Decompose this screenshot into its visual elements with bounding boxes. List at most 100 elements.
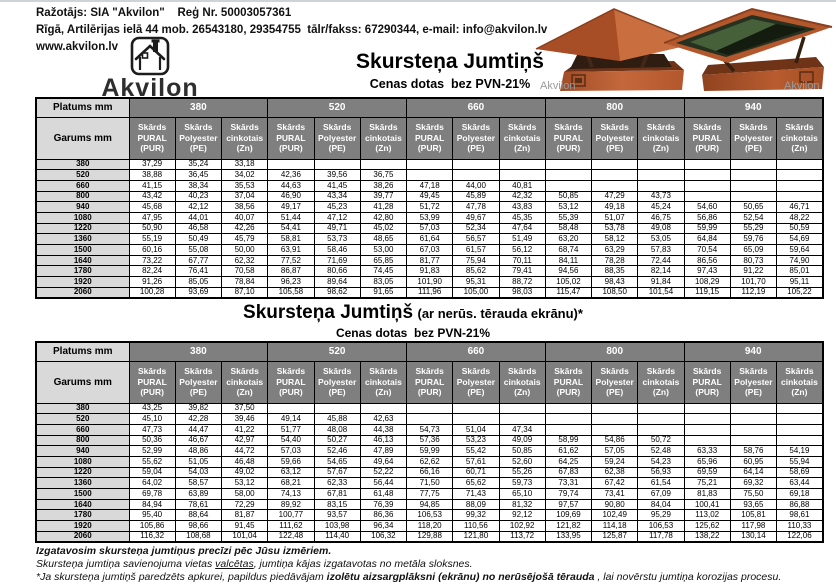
price-disclaimer: Cenas dotas bez PVN-21%	[369, 77, 531, 91]
price-cell: 108,68	[174, 530, 223, 543]
price-cell: 38,56	[220, 201, 269, 213]
material-header: Skārds Polyester (PE)	[729, 116, 778, 160]
table-row: 1360 64,02 58,57 53,12 68,21 62,33 56,44 71,50 6…	[35, 477, 824, 489]
price-cell: 39,77	[359, 190, 408, 203]
price-cell	[406, 413, 454, 425]
price-cell	[591, 179, 639, 192]
price-cell: 93,69	[174, 286, 223, 299]
price-cell: 100,77	[267, 509, 315, 522]
price-cell: 59,66	[267, 455, 315, 468]
material-header: Skārds PURAL (PUR)	[267, 116, 315, 160]
price-cell: 105,58	[267, 286, 315, 299]
material-header: Skārds Polyester (PE)	[729, 360, 778, 404]
price-cell: 115,47	[544, 286, 593, 299]
price-cell	[498, 158, 546, 171]
price-cell: 45,89	[452, 190, 500, 203]
price-cell: 87,10	[220, 286, 269, 299]
price-cell: 91,83	[406, 265, 454, 278]
price-cell: 65,85	[359, 254, 408, 267]
material-header: Skārds PURAL (PUR)	[683, 116, 731, 160]
price-cell	[452, 402, 500, 415]
price-cell: 49,67	[452, 211, 500, 224]
photo-watermark: Akvilon	[540, 80, 575, 92]
website-text: www.akvilon.lv	[36, 41, 119, 53]
price-cell: 112,19	[729, 286, 778, 299]
table-row: 1780 95,40 88,64 81,87 100,77 93,57 86,36 106,5…	[35, 509, 824, 522]
table-row: 660 47,73 44,47 41,22 51,77 48,08 44,38 54,73 51…	[35, 423, 824, 436]
platums-header: Platums mm	[35, 341, 130, 362]
price-cell: 100,41	[683, 498, 731, 511]
price-cell	[776, 423, 824, 436]
price-cell: 98,43	[591, 276, 639, 288]
price-cell: 45,79	[220, 233, 269, 245]
price-cell	[776, 413, 824, 425]
price-cell: 70,58	[220, 265, 269, 278]
price-cell: 38,34	[174, 179, 223, 192]
price-cell: 106,53	[637, 520, 685, 532]
length-cell: 1920	[35, 276, 130, 288]
width-header: 940	[683, 97, 824, 118]
title-block-2: Skursteņa Jumtiņš (ar nerūs. tērauda ekr…	[0, 302, 826, 340]
price-cell: 54,86	[591, 434, 639, 447]
price-cell	[591, 158, 639, 171]
price-cell: 49,02	[220, 466, 269, 479]
price-cell	[544, 423, 593, 436]
price-cell: 49,45	[406, 190, 454, 203]
price-cell: 118,20	[406, 520, 454, 532]
price-cell	[591, 413, 639, 425]
price-cell	[359, 402, 408, 415]
material-header: Skārds PURAL (PUR)	[683, 360, 731, 404]
length-cell: 1920	[35, 520, 130, 532]
price-cell	[729, 169, 778, 181]
price-cell	[683, 402, 731, 415]
length-cell: 940	[35, 445, 130, 457]
price-cell: 42,12	[174, 201, 223, 213]
price-cell: 70,11	[498, 254, 546, 267]
price-cell: 75,94	[452, 254, 500, 267]
table-row: 1920 91,26 85,05 78,84 96,23 89,64 83,05 101,90…	[35, 276, 824, 288]
price-cell: 84,11	[544, 254, 593, 267]
length-cell: 660	[35, 179, 130, 192]
price-cell: 86,36	[359, 509, 408, 522]
price-cell: 54,41	[267, 222, 315, 235]
price-cell: 95,11	[776, 276, 824, 288]
price-cell: 46,90	[267, 190, 315, 203]
price-cell: 47,73	[128, 423, 176, 436]
price-cell: 45,23	[313, 201, 361, 213]
price-cell: 68,21	[267, 477, 315, 489]
price-cell: 76,39	[359, 498, 408, 511]
price-cell: 56,57	[452, 233, 500, 245]
price-cell: 119,15	[683, 286, 731, 299]
price-cell: 58,46	[313, 244, 361, 256]
price-cell: 49,17	[267, 201, 315, 213]
price-cell: 97,57	[544, 498, 593, 511]
price-cell: 101,70	[729, 276, 778, 288]
price-cell: 39,46	[220, 413, 269, 425]
price-cell	[498, 402, 546, 415]
price-cell	[637, 179, 685, 192]
note-custom-sizes: Izgatavosim skursteņa jumtiņus precīzi p…	[36, 545, 332, 557]
table-row: 1220 50,90 46,58 42,26 54,41 49,71 45,02 57,03 5…	[35, 222, 824, 235]
table-row: 800 43,42 40,23 37,04 46,90 43,34 39,77 49,45 45…	[35, 190, 824, 203]
price-cell: 51,44	[267, 211, 315, 224]
price-cell	[544, 179, 593, 192]
price-cell: 90,80	[591, 498, 639, 511]
price-cell	[729, 413, 778, 425]
price-cell: 57,67	[313, 466, 361, 479]
price-cell: 72,44	[637, 254, 685, 267]
price-cell: 54,40	[267, 434, 315, 447]
price-cell: 36,45	[174, 169, 223, 181]
price-cell: 40,07	[220, 211, 269, 224]
price-cell: 59,24	[591, 455, 639, 468]
price-cell: 44,38	[359, 423, 408, 436]
price-cell	[683, 423, 731, 436]
length-cell: 380	[35, 158, 130, 171]
price-cell: 82,14	[637, 265, 685, 278]
price-cell: 55,42	[452, 445, 500, 457]
material-header: Skārds PURAL (PUR)	[544, 116, 593, 160]
address-contact-line: Rīgā, Artilērijas ielā 44 mob. 26543180,…	[36, 24, 548, 36]
material-header: Skārds cinkotais (Zn)	[220, 360, 269, 404]
price-cell: 57,36	[406, 434, 454, 447]
price-cell: 55,26	[498, 466, 546, 479]
price-cell: 61,57	[452, 244, 500, 256]
